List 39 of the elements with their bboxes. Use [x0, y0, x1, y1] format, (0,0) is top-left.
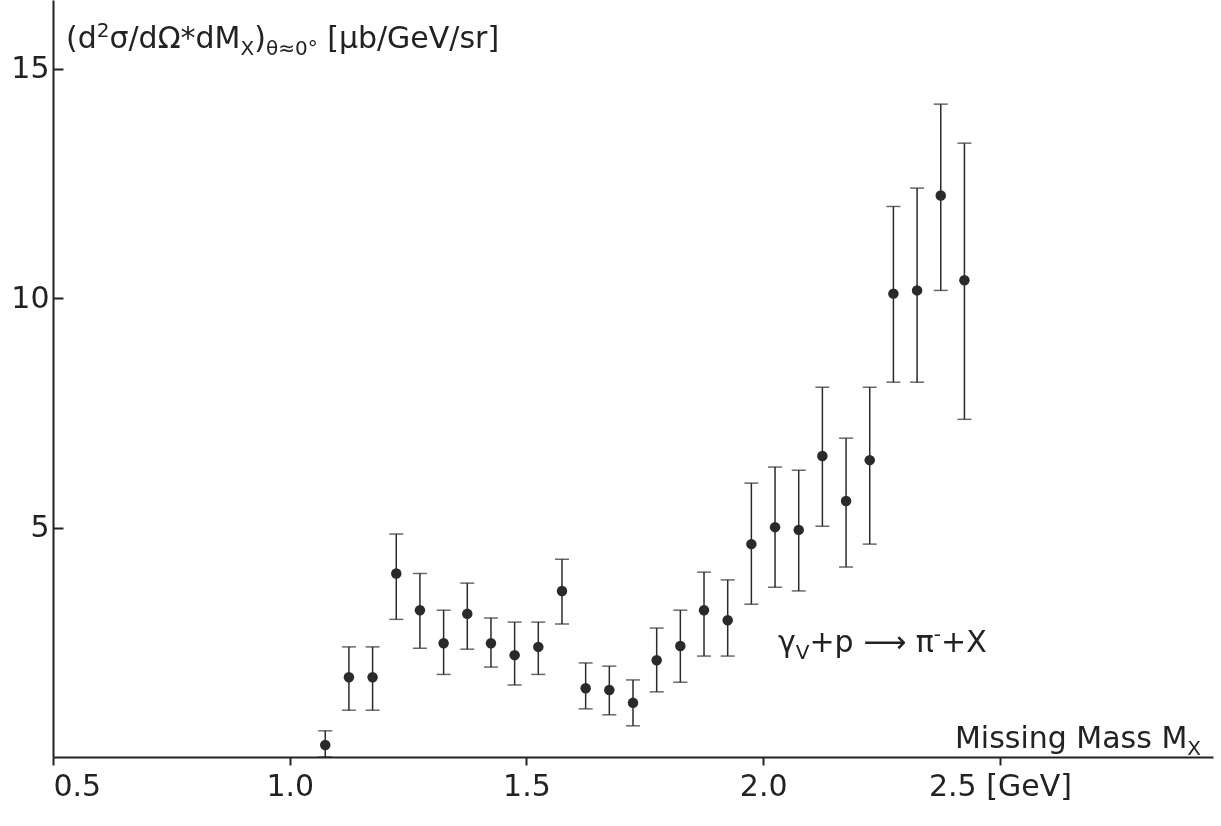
point	[698, 604, 710, 616]
point	[793, 524, 804, 536]
point	[675, 640, 686, 652]
y-tick-label: 5	[30, 509, 50, 545]
x-tick-label: 0.5	[53, 767, 102, 803]
point	[722, 615, 733, 626]
annotation: γ$_{V}$+p ⟶ π$^{-}$+X	[778, 622, 987, 664]
x-tick-label: 2.0	[739, 767, 788, 803]
point	[840, 495, 852, 507]
x-tick-label: 1.5	[503, 767, 551, 803]
x-tick-label: 2.5 [GeV]	[928, 767, 1072, 803]
point	[462, 608, 473, 620]
point	[485, 637, 497, 649]
y-axis-title: (d$^{2}$σ/dΩ*dM$_{X}$)$_{θ≈0°}$ [μb/GeV/sr]	[66, 18, 500, 60]
point	[580, 682, 591, 694]
point	[343, 671, 355, 683]
point	[438, 637, 449, 649]
point	[414, 604, 426, 616]
point	[533, 641, 544, 653]
point	[864, 454, 875, 466]
point	[888, 288, 899, 299]
point	[817, 450, 828, 462]
point	[604, 684, 615, 696]
y-tick-label: 15	[11, 50, 50, 86]
point	[911, 285, 923, 296]
point	[320, 739, 331, 751]
point	[769, 521, 781, 533]
x-axis-title: Missing Mass M$_{X}$	[954, 720, 1201, 760]
point	[935, 190, 946, 201]
point	[391, 568, 402, 579]
x-tick-label: 1.0	[266, 767, 315, 803]
point	[651, 654, 662, 666]
point	[959, 275, 970, 286]
point	[627, 697, 639, 709]
point	[509, 649, 520, 661]
point	[556, 585, 568, 597]
point	[367, 671, 378, 683]
y-tick-label: 10	[11, 279, 50, 315]
point	[746, 538, 757, 550]
